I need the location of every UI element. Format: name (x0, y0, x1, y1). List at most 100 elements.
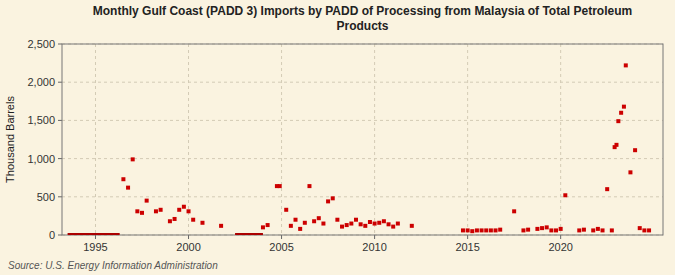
point (577, 228, 581, 232)
x-grid-line (467, 44, 468, 235)
y-tick (58, 44, 62, 45)
point (294, 218, 298, 222)
point (535, 227, 539, 231)
source: Source: U.S. Energy Information Administ… (8, 260, 218, 271)
point (475, 228, 479, 232)
point (307, 184, 311, 188)
point (624, 63, 628, 67)
point (335, 218, 339, 222)
point (266, 223, 270, 227)
point (135, 209, 139, 213)
y-tick-label: 500 (37, 191, 55, 203)
point (563, 193, 567, 197)
point (219, 224, 223, 228)
point (126, 186, 130, 190)
title: Monthly Gulf Coast (PADD 3) Imports by P… (93, 4, 632, 33)
point (331, 196, 335, 200)
y-grid-line (62, 120, 663, 121)
y-tick-label: 2,500 (27, 38, 55, 50)
zero-line (235, 233, 263, 235)
point (484, 228, 488, 232)
x-tick-label: 2015 (455, 241, 479, 253)
point (261, 225, 265, 229)
point (628, 170, 632, 174)
point (619, 111, 623, 115)
zero-line (68, 233, 120, 235)
x-grid-line (281, 44, 282, 235)
point (200, 221, 204, 225)
point (349, 222, 353, 226)
point (489, 228, 493, 232)
y-tick-label: 1,500 (27, 114, 55, 126)
point (554, 228, 558, 232)
point (512, 209, 516, 213)
point (377, 221, 381, 225)
point (191, 218, 195, 222)
point (610, 228, 614, 232)
plot-frame (62, 44, 663, 235)
point (145, 199, 149, 203)
x-tick-label: 2005 (269, 241, 293, 253)
point (582, 228, 586, 232)
point (373, 222, 377, 226)
point (601, 228, 605, 232)
x-tick-label: 1995 (83, 241, 107, 253)
point (494, 228, 498, 232)
point (168, 219, 172, 223)
y-tick (58, 82, 62, 83)
y-grid-line (62, 158, 663, 159)
point (642, 228, 646, 232)
y-tick (58, 196, 62, 197)
chart: 19952000200520102015202005001,0001,5002,… (0, 0, 675, 275)
point (312, 219, 316, 223)
point (303, 221, 307, 225)
point (359, 222, 363, 226)
point (326, 199, 330, 203)
point (340, 225, 344, 229)
point (284, 208, 288, 212)
x-tick (95, 235, 96, 239)
point (633, 148, 637, 152)
point (540, 226, 544, 230)
point (187, 209, 191, 213)
x-grid-line (188, 44, 189, 235)
y-tick (58, 120, 62, 121)
point (480, 228, 484, 232)
point (526, 228, 530, 232)
point (298, 227, 302, 231)
point (363, 224, 367, 228)
point (498, 228, 502, 232)
point (382, 219, 386, 223)
point (182, 205, 186, 209)
point (559, 227, 563, 231)
y-tick-label: 1,000 (27, 153, 55, 165)
point (177, 208, 181, 212)
point (614, 143, 618, 147)
point (596, 227, 600, 231)
x-tick (560, 235, 561, 239)
point (622, 105, 626, 109)
point (354, 218, 358, 222)
point (154, 209, 158, 213)
point (591, 228, 595, 232)
point (345, 223, 349, 227)
point (368, 220, 372, 224)
point (521, 228, 525, 232)
point (470, 229, 474, 233)
point (140, 211, 144, 215)
point (173, 217, 177, 221)
point (466, 228, 470, 232)
point (461, 228, 465, 232)
background (0, 0, 675, 275)
point (278, 184, 282, 188)
x-tick-label: 2000 (176, 241, 200, 253)
x-tick (374, 235, 375, 239)
point (549, 228, 553, 232)
point (410, 224, 414, 228)
point (317, 216, 321, 220)
point (289, 224, 293, 228)
y-tick (58, 235, 62, 236)
point (159, 208, 163, 212)
y-tick-label: 2,000 (27, 76, 55, 88)
x-grid-line (374, 44, 375, 235)
